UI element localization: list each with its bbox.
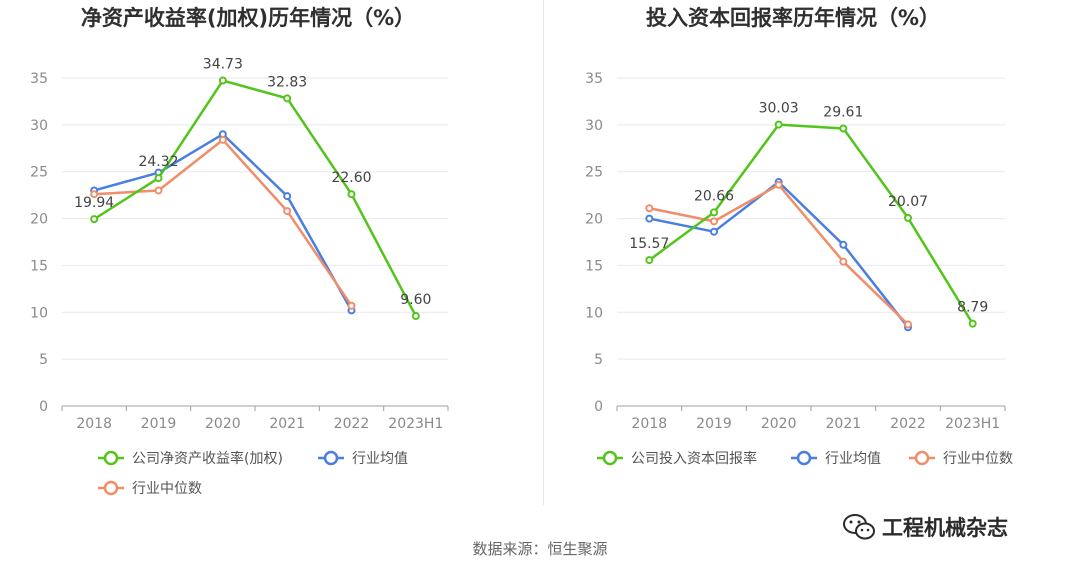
- roic-data-label: 30.03: [759, 101, 799, 117]
- roic-series-point-0: [645, 256, 654, 265]
- roic-line-chart: 投入资本回报率历年情况（%） 0 5 10 15 20 25 30 35 2018 2019 2020…: [585, 6, 1013, 467]
- roe-data-label: 34.73: [203, 57, 243, 73]
- roic-series-point-0: [904, 213, 912, 222]
- roe-legend-label: 行业中位数: [132, 481, 202, 497]
- roe-series-point-0: [154, 174, 163, 183]
- roic-legend-marker-0: [602, 450, 618, 466]
- roe-series-point-2: [283, 207, 292, 216]
- roic-legend-marker-2: [914, 450, 930, 466]
- roic-series-point-1: [645, 214, 654, 223]
- roe-series-point-0: [411, 312, 420, 321]
- roic-series-point-2: [774, 180, 783, 189]
- roe-chart-panel: 净资产收益率(加权)历年情况（%） 0 5 10 15 20 25 30 35 2018 2019 2…: [0, 0, 540, 510]
- roic-series-point-2: [645, 204, 654, 213]
- panel-divider: [543, 0, 544, 505]
- roe-y-tick-label: 25: [30, 165, 48, 181]
- roic-data-label: 29.61: [823, 105, 863, 121]
- roic-data-label: 20.66: [694, 188, 734, 204]
- roe-x-tick-label: 2020: [205, 416, 241, 432]
- watermark-text: 工程机械杂志: [882, 516, 1008, 540]
- roic-x-tick-label: 2019: [696, 416, 732, 432]
- roe-legend-label: 行业均值: [352, 451, 408, 467]
- roe-line-chart: 净资产收益率(加权)历年情况（%） 0 5 10 15 20 25 30 35 2018 2019 2…: [30, 6, 449, 497]
- roe-series-point-2: [154, 186, 163, 195]
- roe-y-tick-label: 30: [30, 118, 48, 134]
- roic-y-tick-label: 0: [594, 399, 603, 415]
- roic-chart-title: 投入资本回报率历年情况（%）: [646, 6, 940, 30]
- roe-data-label: 9.60: [400, 292, 431, 308]
- roic-x-tick-label: 2023H1: [945, 416, 1000, 432]
- roic-y-tick-label: 20: [585, 212, 603, 228]
- roic-legend-label: 公司投入资本回报率: [631, 450, 757, 467]
- roic-series-point-2: [904, 320, 912, 329]
- roic-data-label: 20.07: [888, 194, 928, 210]
- roe-series-line-2: [94, 138, 353, 307]
- roic-series-point-1: [710, 227, 718, 236]
- roe-legend-marker-1: [323, 450, 339, 466]
- roe-x-tick-label: 2019: [141, 416, 177, 432]
- roe-series-line-1: [93, 132, 353, 312]
- roic-y-tick-label: 35: [585, 71, 603, 87]
- roic-y-tick-label: 30: [585, 118, 603, 134]
- roic-x-tick-label: 2020: [761, 416, 797, 432]
- roe-y-tick-label: 5: [39, 352, 48, 368]
- roic-data-label: 8.79: [957, 300, 988, 316]
- roic-series-line-0: [648, 123, 974, 325]
- roe-data-label: 32.83: [267, 74, 307, 90]
- roic-data-label: 15.57: [629, 236, 669, 252]
- roe-x-tick-label: 2023H1: [388, 416, 443, 432]
- roic-chart-panel: 投入资本回报率历年情况（%） 0 5 10 15 20 25 30 35 2018 2019 2020…: [545, 0, 1080, 510]
- roic-y-tick-label: 15: [585, 258, 603, 274]
- roic-y-tick-label: 25: [585, 165, 603, 181]
- roic-series-point-1: [839, 240, 848, 249]
- roic-series-point-0: [774, 120, 783, 129]
- roe-x-tick-label: 2022: [334, 416, 370, 432]
- roe-legend-marker-2: [103, 480, 119, 496]
- roe-data-label: 22.60: [331, 170, 371, 186]
- roic-series-line-2: [649, 183, 909, 326]
- roe-y-tick-label: 35: [30, 71, 48, 87]
- roe-legend-label: 公司净资产收益率(加权): [132, 450, 283, 467]
- roe-y-tick-label: 0: [39, 399, 48, 415]
- roe-series-point-0: [90, 215, 99, 224]
- roic-legend-label: 行业中位数: [943, 451, 1013, 467]
- roic-x-tick-label: 2021: [826, 416, 862, 432]
- watermark: 工程机械杂志: [842, 512, 1008, 542]
- roe-series-line-0: [93, 79, 417, 317]
- roe-y-tick-label: 10: [30, 305, 48, 321]
- wechat-icon: [843, 514, 875, 540]
- roe-y-tick-label: 15: [30, 258, 48, 274]
- roic-series-point-0: [839, 124, 848, 133]
- roe-y-tick-label: 20: [30, 212, 48, 228]
- roe-series-point-0: [347, 190, 356, 199]
- roe-x-tick-label: 2021: [269, 416, 305, 432]
- roic-legend-label: 行业均值: [825, 451, 881, 467]
- roe-series-point-0: [218, 76, 227, 85]
- roic-y-tick-label: 5: [594, 352, 603, 368]
- roe-chart-title: 净资产收益率(加权)历年情况（%）: [81, 6, 415, 30]
- roe-data-label: 24.32: [138, 154, 178, 170]
- roe-series-point-2: [218, 135, 227, 144]
- roic-series-line-1: [649, 180, 909, 329]
- roe-series-point-2: [347, 301, 356, 310]
- roic-x-tick-label: 2022: [890, 416, 926, 432]
- roe-series-point-2: [90, 190, 99, 199]
- roe-series-point-0: [283, 94, 292, 103]
- roic-series-point-0: [710, 208, 718, 217]
- data-source-note: 数据来源：恒生聚源: [472, 540, 608, 558]
- roe-data-label: 19.94: [74, 195, 114, 211]
- roe-x-tick-label: 2018: [76, 416, 112, 432]
- roic-series-point-2: [839, 257, 848, 266]
- roic-x-tick-label: 2018: [632, 416, 668, 432]
- roic-series-point-2: [710, 217, 718, 226]
- roe-series-point-1: [283, 192, 292, 201]
- roic-legend-marker-1: [796, 450, 812, 466]
- roic-series-point-0: [968, 319, 977, 328]
- roe-legend-marker-0: [103, 450, 119, 466]
- roic-y-tick-label: 10: [585, 305, 603, 321]
